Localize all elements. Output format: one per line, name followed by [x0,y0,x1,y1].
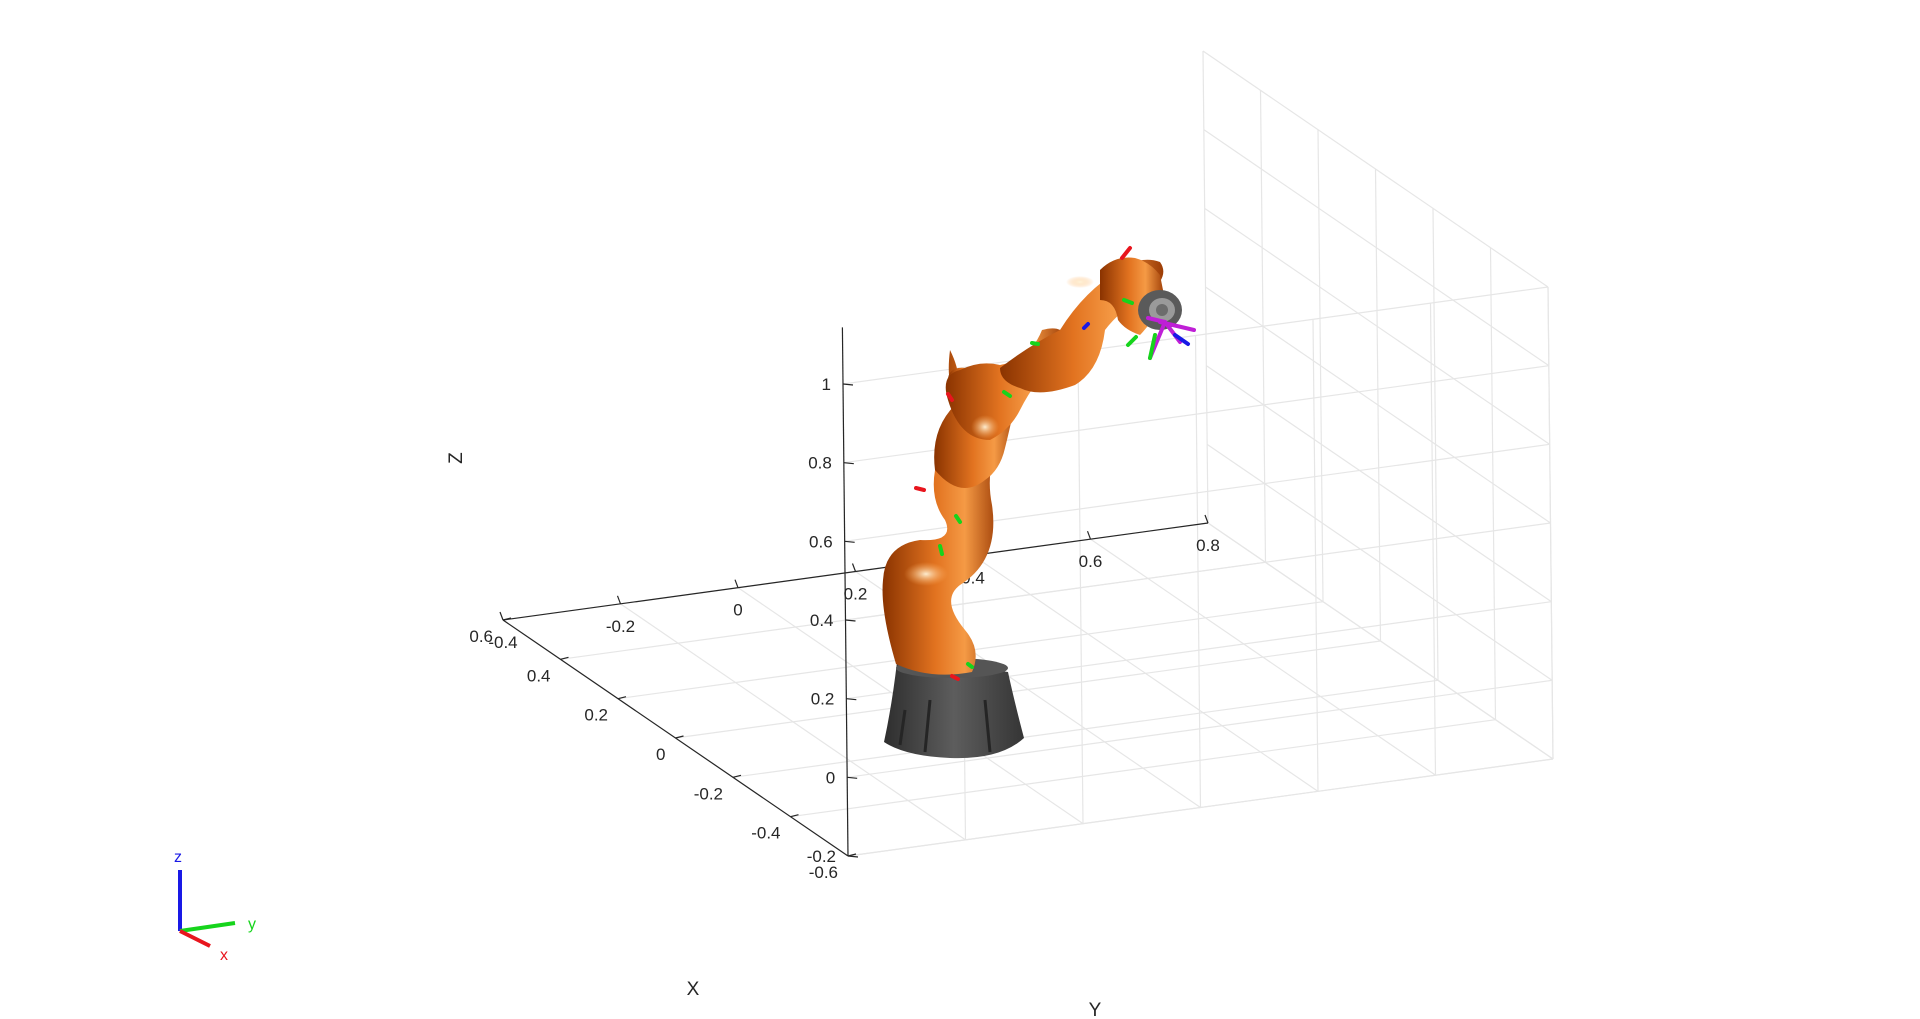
grid-line-back-z [847,758,1554,857]
robot-highlight-2 [904,562,948,586]
z-tick-label: 0 [826,768,835,787]
grid-line-side-z [1204,207,1551,445]
x-axis-label: X [687,979,700,1000]
z-tick [846,698,857,701]
y-tick [616,595,622,605]
grid-line-side-z [1206,443,1553,681]
z-tick-label: -0.2 [807,847,836,866]
y-tick-label: 0.8 [1196,536,1220,555]
y-tick-label: -0.4 [488,633,517,652]
z-tick [845,619,856,622]
base-fins [898,699,992,753]
grid-line-side-z [1202,50,1549,288]
triad-y-label: y [248,916,256,933]
z-axis-label: Z [446,452,467,464]
triad-y-axis [179,921,236,933]
end-effector-frame [1146,316,1196,360]
grid-line-back-z [845,522,1551,621]
y-tick [1086,530,1092,540]
z-tick [847,776,858,779]
y-tick [1204,514,1209,524]
y-tick-label: 0.2 [844,585,868,604]
x-tick-label: -0.2 [694,784,723,803]
x-tick-label: -0.4 [751,824,780,843]
orientation-triad: z y x [174,849,256,964]
y-axis-label: Y [1089,1000,1102,1019]
x-tick [790,814,799,818]
y-tick-label: -0.2 [606,617,635,636]
x-tick-label: 0.2 [584,706,608,725]
y-tick [851,563,857,572]
y-tick-label: 0.6 [1079,552,1103,571]
z-tick [844,540,855,543]
x-tick [617,696,627,700]
x-tick [732,774,742,778]
grid-line-side-z [1203,129,1550,367]
x-tick [502,617,512,621]
triad-z-label: z [174,849,182,866]
x-tick [847,853,857,857]
axis-lines [499,327,1209,858]
grid-line-side-z [1205,286,1551,524]
robot-flange-hub [1156,304,1168,316]
z-tick-label: 0.2 [811,690,835,709]
grid-line-side-z [1205,365,1552,603]
grid-line-floor-y [1090,538,1436,776]
robot-highlight-3 [1066,276,1094,288]
x-tick-label: -0.6 [809,863,838,882]
grid-lines [502,50,1554,857]
x-tick-label: 0.4 [527,666,551,685]
x-tick [675,735,684,739]
z-axis-line [841,327,849,857]
y-tick-label: 0 [733,601,742,620]
x-tick [560,656,569,660]
grid-line-floor-y [972,554,1319,792]
grid-line-floor-y [620,603,966,841]
z-tick-label: 0.8 [808,454,832,473]
y-tick [499,611,504,621]
z-tick-label: 0.4 [810,611,834,630]
z-tick [842,383,854,386]
y-tick [734,579,739,588]
x-tick-label: 0 [656,745,665,764]
grid-line-back-z [847,679,1553,778]
z-tick-label: 0.6 [809,532,833,551]
z-tick [843,462,854,465]
triad-x-label: x [220,947,228,964]
z-tick-label: 1 [822,375,831,394]
x-tick-label: 0.6 [469,627,493,646]
robot-arm[interactable] [882,246,1196,759]
tick-labels: -0.2 0 0.2 0.4 0.6 0.8 1 -0.6 -0.4 -0.2 0 0.2 0.4 0.6… [469,375,1219,882]
robot-highlight-1 [971,415,999,439]
joint-frames [914,246,1138,681]
triad-x-axis [179,929,211,948]
grid-line-side-z [1207,522,1554,760]
